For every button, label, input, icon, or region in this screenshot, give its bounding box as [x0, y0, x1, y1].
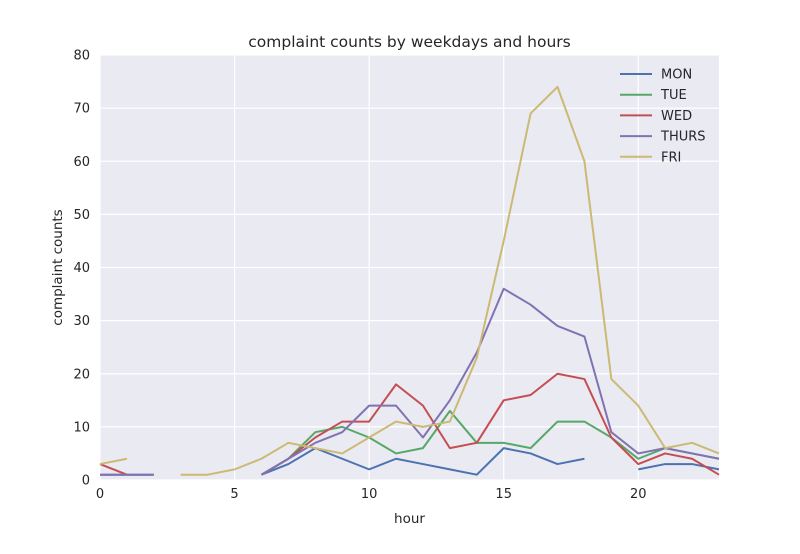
- y-tick-label: 40: [73, 261, 90, 276]
- x-tick-label: 15: [495, 487, 512, 502]
- x-tick-labels: 0 5 10 15 20: [96, 487, 647, 502]
- legend-label-thurs: THURS: [660, 130, 706, 145]
- series-line-fri: [180, 85, 720, 476]
- series-line-fri: [99, 457, 128, 466]
- y-tick-label: 80: [73, 49, 90, 64]
- y-tick-label: 0: [82, 474, 90, 489]
- legend-label-tue: TUE: [660, 88, 687, 103]
- legend-label-mon: MON: [661, 68, 692, 83]
- y-tick-label: 60: [73, 155, 90, 170]
- legend-label-wed: WED: [661, 109, 692, 124]
- x-tick-label: 0: [96, 487, 104, 502]
- x-tick-label: 20: [630, 487, 647, 502]
- y-tick-label: 30: [73, 314, 90, 329]
- series-line-wed: [260, 372, 720, 476]
- y-tick-label: 70: [73, 102, 90, 117]
- x-tick-label: 5: [230, 487, 238, 502]
- x-axis-label: hour: [394, 511, 425, 527]
- grid: [99, 54, 719, 481]
- y-tick-label: 50: [73, 208, 90, 223]
- y-tick-label: 10: [73, 420, 90, 435]
- y-tick-label: 20: [73, 367, 90, 382]
- series-line-tue: [260, 409, 720, 476]
- y-tick-labels: 0 10 20 30 40 50 60 70 80: [73, 49, 90, 489]
- legend: MON TUE WED THURS FRI: [620, 68, 706, 165]
- series-line-thurs: [260, 287, 720, 476]
- y-axis-label: complaint counts: [50, 209, 66, 325]
- series-lines: [99, 85, 720, 476]
- legend-label-fri: FRI: [661, 150, 681, 165]
- series-line-wed: [99, 463, 128, 476]
- x-tick-label: 10: [361, 487, 378, 502]
- chart-title: complaint counts by weekdays and hours: [248, 33, 570, 51]
